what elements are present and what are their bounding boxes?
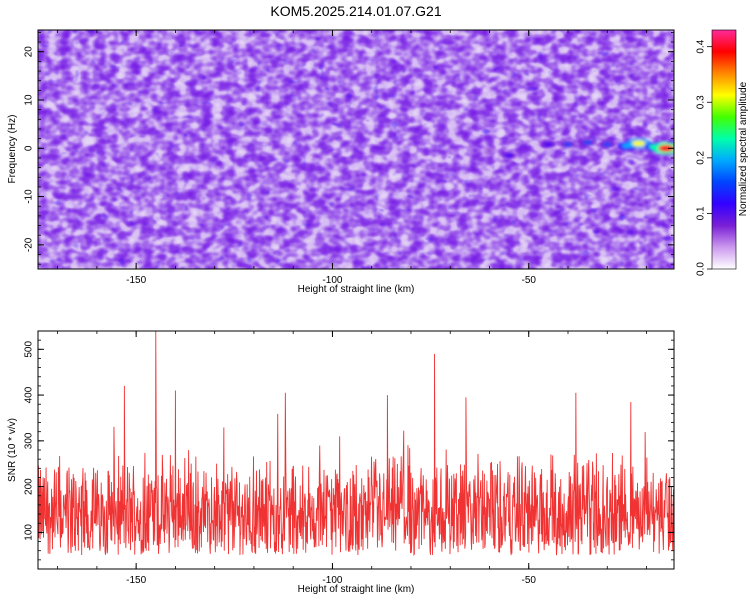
- heatmap-ridge-core: [544, 142, 553, 147]
- heatmap-frame: [37, 29, 675, 270]
- chart-title: KOM5.2025.214.01.07.G21: [270, 3, 441, 19]
- heatmap-y-tick-label: -20: [24, 237, 35, 252]
- heatmap-ridge-core: [658, 144, 674, 152]
- snr-x-tick-label: -50: [522, 575, 537, 586]
- heatmap-ridge: [482, 138, 674, 159]
- heatmap-blobs-strong: [38, 30, 674, 269]
- heatmap-y-axis-label: Frequency (Hz): [7, 115, 18, 184]
- heatmap-x-tick-label: -50: [522, 275, 537, 286]
- heatmap-ridge-core: [632, 140, 646, 147]
- snr-y-tick-label: 300: [24, 432, 35, 449]
- heatmap-plot-area: [38, 30, 674, 269]
- heatmap-y-tick-label: 10: [24, 94, 35, 106]
- heatmap-x-axis-label: Height of straight line (km): [298, 284, 415, 295]
- colorbar-frame: [711, 29, 737, 270]
- colorbar-tick-label: 0.4: [696, 39, 707, 53]
- colorbar-label: Normalized spectral amplitude: [738, 81, 749, 216]
- heatmap-ridge-core: [563, 142, 573, 147]
- heatmap-y-tick-label: 20: [24, 46, 35, 58]
- snr-y-tick-label: 400: [24, 386, 35, 403]
- heatmap-ridge-core: [582, 140, 593, 145]
- heatmap-y-tick-label: -10: [24, 189, 35, 204]
- heatmap-x-axis: -150 -100 -50: [57, 30, 647, 286]
- snr-x-axis: -150 -100 -50: [57, 331, 647, 586]
- snr-x-tick-label: -150: [126, 575, 146, 586]
- colorbar-tick-label: 0.1: [696, 206, 707, 220]
- snr-panel: -150 -100 -50 100 200 300 400 500 Height of st…: [7, 330, 675, 595]
- snr-series-line: [38, 331, 674, 556]
- snr-plot-area: [38, 331, 674, 569]
- snr-y-axis: 100 200 300 400 500: [24, 330, 674, 570]
- colorbar-tick-label: 0.3: [696, 95, 707, 109]
- heatmap-y-axis: -20 -10 0 10 20: [24, 32, 674, 265]
- colorbar-ticks: 0.0 0.1 0.2 0.3 0.4: [696, 39, 712, 276]
- colorbar-tick-label: 0.2: [696, 150, 707, 164]
- heatmap-x-tick-label: -150: [126, 275, 146, 286]
- colorbar-tick-label: 0.0: [696, 262, 707, 276]
- heatmap-ridge-core: [602, 142, 612, 147]
- snr-y-tick-label: 500: [24, 341, 35, 358]
- snr-x-axis-label: Height of straight line (km): [298, 584, 415, 595]
- heatmap-ridge-core: [485, 149, 494, 153]
- snr-x-tick-label: -100: [322, 575, 342, 586]
- colorbar: 0.0 0.1 0.2 0.3 0.4 Normalized spectral ampl…: [696, 29, 749, 276]
- snr-y-tick-label: 100: [24, 524, 35, 541]
- heatmap-x-tick-label: -100: [322, 275, 342, 286]
- colorbar-bar: [712, 30, 736, 269]
- snr-y-axis-label: SNR (10 * v/v): [7, 418, 18, 482]
- heatmap-ridge-core: [504, 153, 514, 158]
- heatmap-y-tick-label: 0: [24, 145, 35, 151]
- snr-y-tick-label: 200: [24, 478, 35, 495]
